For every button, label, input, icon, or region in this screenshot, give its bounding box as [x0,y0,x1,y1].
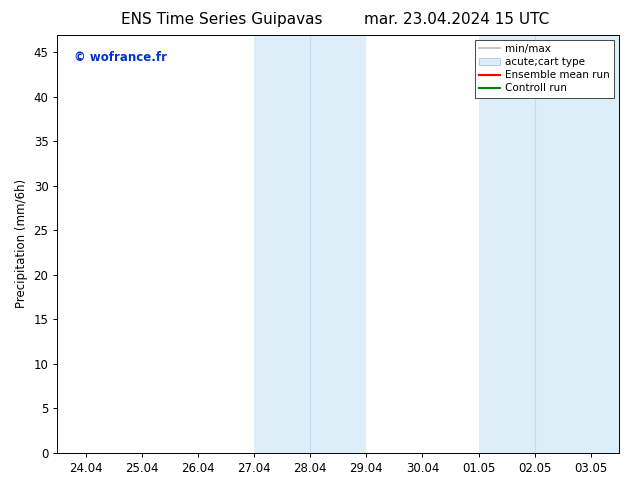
Bar [479,35,619,453]
Text: ENS Time Series Guipavas: ENS Time Series Guipavas [121,12,323,27]
Y-axis label: Precipitation (mm/6h): Precipitation (mm/6h) [15,179,28,308]
Text: © wofrance.fr: © wofrance.fr [74,51,167,64]
Text: mar. 23.04.2024 15 UTC: mar. 23.04.2024 15 UTC [364,12,549,27]
Legend: min/max, acute;cart type, Ensemble mean run, Controll run: min/max, acute;cart type, Ensemble mean … [475,40,614,98]
Bar [254,35,366,453]
